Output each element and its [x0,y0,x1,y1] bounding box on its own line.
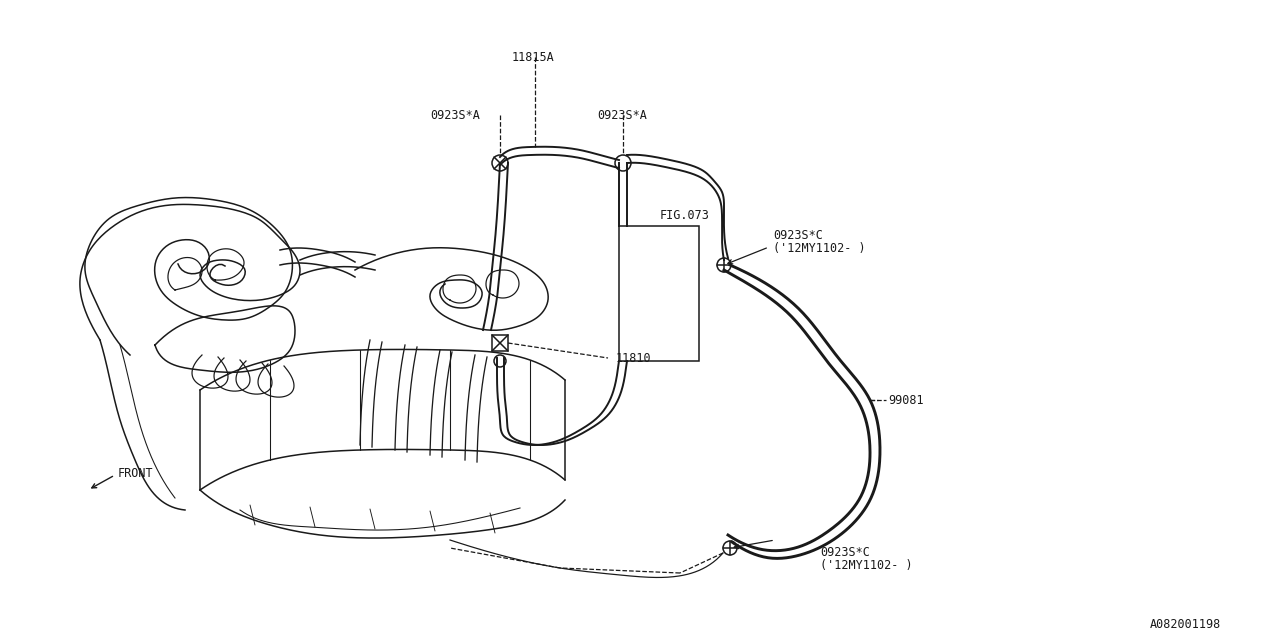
Bar [620,226,699,361]
Text: 0923S*C: 0923S*C [820,545,870,559]
Text: 11810: 11810 [616,351,652,365]
Text: FIG.073: FIG.073 [660,209,710,221]
Text: 0923S*A: 0923S*A [596,109,646,122]
Text: 0923S*A: 0923S*A [430,109,480,122]
Text: 0923S*C: 0923S*C [773,228,823,241]
Text: ('12MY1102- ): ('12MY1102- ) [773,241,865,255]
Text: 11815A: 11815A [512,51,554,63]
Text: FRONT: FRONT [118,467,154,479]
Text: ('12MY1102- ): ('12MY1102- ) [820,559,913,573]
Text: A082001198: A082001198 [1149,618,1221,632]
Text: 99081: 99081 [888,394,924,406]
